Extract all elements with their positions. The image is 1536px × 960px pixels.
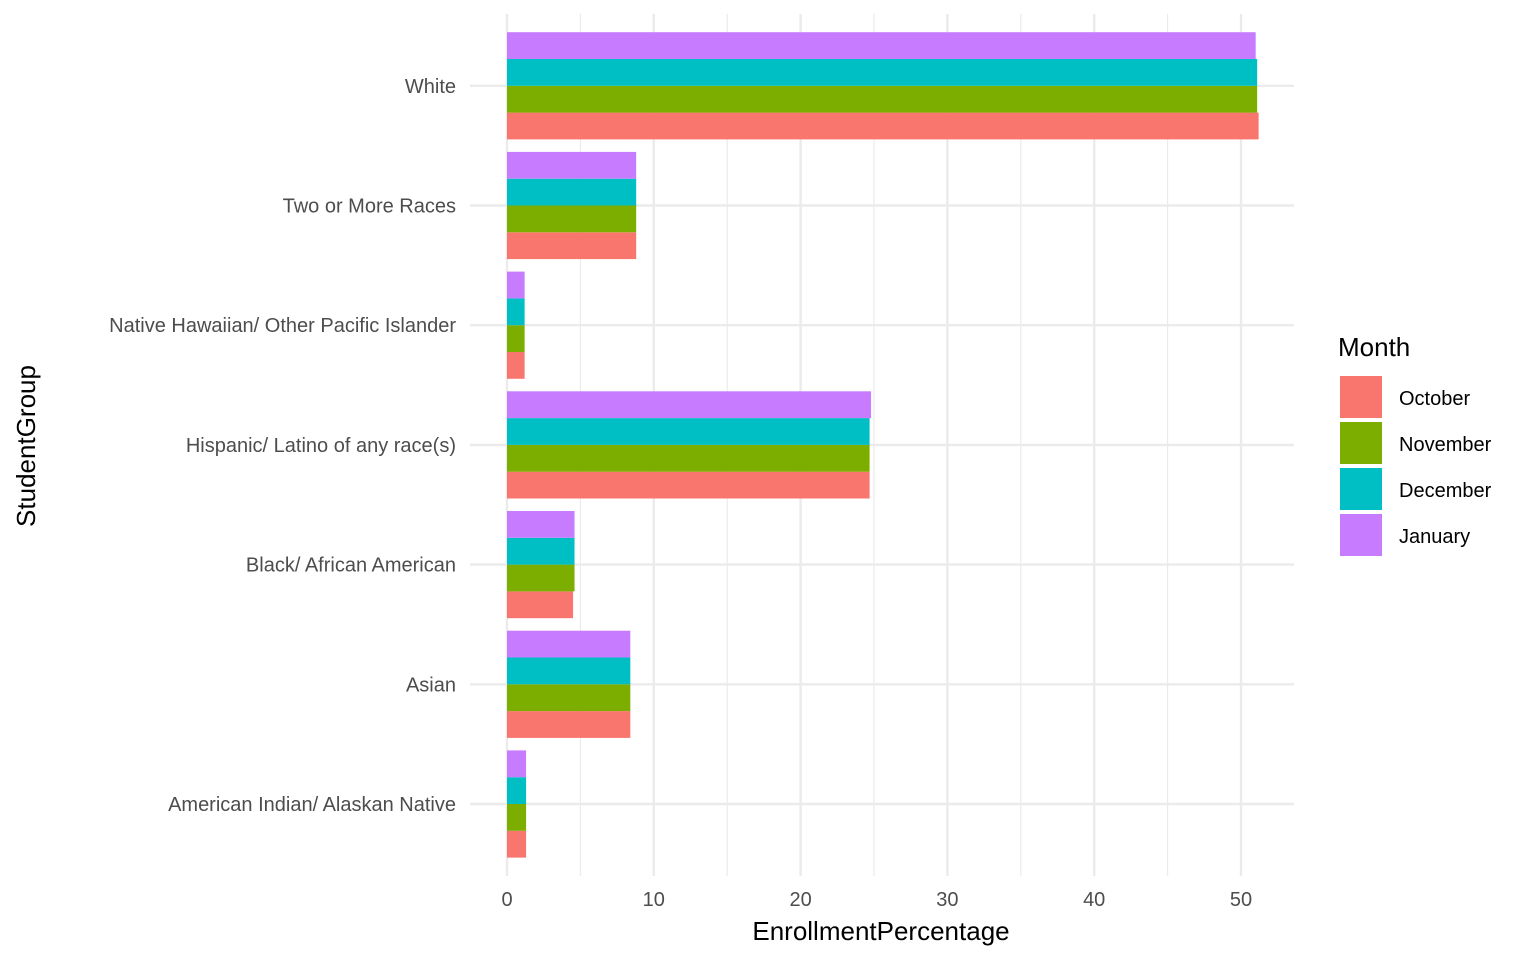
y-tick-label: Hispanic/ Latino of any race(s): [186, 435, 456, 457]
y-tick-label: Black/ African American: [246, 555, 456, 577]
bar-january-black-african-american: [507, 511, 575, 538]
x-axis-title: EnrollmentPercentage: [752, 916, 1009, 946]
bar-december-native-hawaiian-other-pacific-islander: [507, 298, 525, 326]
bar-december-white: [507, 59, 1258, 86]
bar-november-native-hawaiian-other-pacific-islander: [507, 325, 525, 352]
legend-items: October November December January: [1340, 376, 1492, 556]
bar-november-american-indian-alaskan-native: [507, 804, 527, 831]
bar-november-two-or-more-races: [507, 205, 637, 233]
y-tick-labels: American Indian/ Alaskan Native Asian Blac…: [109, 76, 456, 816]
bar-october-american-indian-alaskan-native: [507, 830, 527, 858]
bar-november-black-african-american: [507, 564, 575, 592]
bar-december-hispanic-latino-of-any-race-s: [507, 418, 870, 445]
bar-december-black-african-american: [507, 537, 575, 565]
bar-november-asian: [507, 684, 631, 712]
bar-december-american-indian-alaskan-native: [507, 777, 527, 804]
legend-swatch-november: [1340, 422, 1382, 464]
bar-january-white: [507, 32, 1256, 59]
bar-january-two-or-more-races: [507, 151, 637, 179]
legend-swatch-october: [1340, 376, 1382, 418]
bar-october-white: [507, 112, 1259, 140]
bar-december-asian: [507, 657, 631, 685]
legend-swatch-january: [1340, 514, 1382, 556]
bar-october-hispanic-latino-of-any-race-s: [507, 471, 870, 499]
y-tick-label: Two or More Races: [283, 196, 456, 218]
bar-october-two-or-more-races: [507, 232, 637, 260]
bar-january-hispanic-latino-of-any-race-s: [507, 391, 872, 419]
x-tick-label: 20: [789, 889, 811, 911]
legend-label-november: November: [1399, 434, 1492, 456]
legend-label-january: January: [1399, 526, 1470, 548]
bar-october-native-hawaiian-other-pacific-islander: [507, 352, 525, 379]
legend-label-december: December: [1399, 480, 1492, 502]
x-tick-label: 30: [936, 889, 958, 911]
x-tick-label: 50: [1230, 889, 1252, 911]
bar-january-native-hawaiian-other-pacific-islander: [507, 271, 525, 299]
bar-january-asian: [507, 630, 631, 658]
y-tick-label: Native Hawaiian/ Other Pacific Islander: [109, 315, 456, 337]
legend-title: Month: [1338, 332, 1410, 362]
bar-november-white: [507, 85, 1258, 113]
bar-november-hispanic-latino-of-any-race-s: [507, 444, 870, 472]
x-tick-label: 10: [643, 889, 665, 911]
bar-december-two-or-more-races: [507, 178, 637, 206]
y-tick-label: American Indian/ Alaskan Native: [168, 794, 456, 816]
x-tick-labels: 0 10 20 30 40 50: [501, 889, 1252, 911]
y-tick-label: White: [405, 76, 456, 98]
bar-october-asian: [507, 711, 631, 738]
y-axis-title: StudentGroup: [11, 365, 41, 527]
bars: [507, 32, 1259, 858]
legend-label-october: October: [1399, 388, 1470, 410]
legend: Month October November December January: [1338, 332, 1492, 556]
legend-swatch-december: [1340, 468, 1382, 510]
bar-october-black-african-american: [507, 591, 574, 619]
x-tick-label: 40: [1083, 889, 1105, 911]
y-tick-label: Asian: [406, 674, 456, 696]
bar-january-american-indian-alaskan-native: [507, 750, 527, 778]
x-tick-label: 0: [501, 889, 512, 911]
